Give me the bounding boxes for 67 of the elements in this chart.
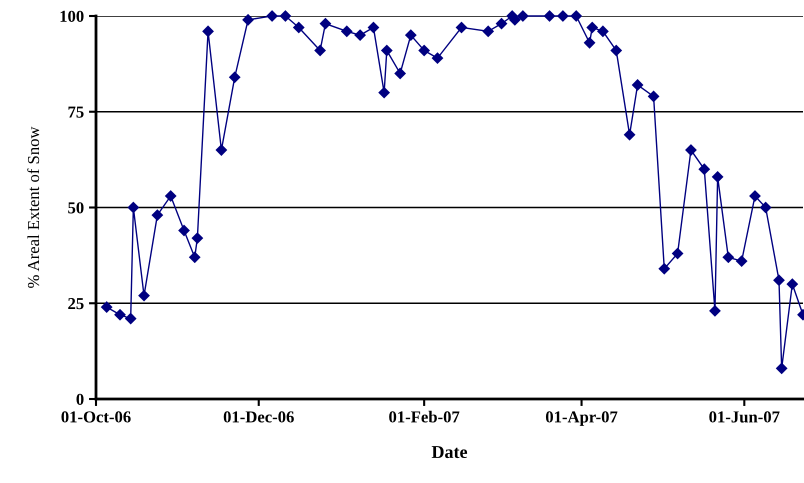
y-tick-label: 0 xyxy=(76,394,84,405)
point xyxy=(517,10,528,22)
point xyxy=(722,252,734,263)
point xyxy=(496,18,508,30)
y-tick-label: 100 xyxy=(60,10,84,22)
point xyxy=(266,10,278,22)
point xyxy=(189,252,200,263)
point xyxy=(685,144,697,156)
point xyxy=(128,202,139,214)
point xyxy=(786,278,798,290)
point xyxy=(610,44,622,56)
point xyxy=(456,22,468,34)
point xyxy=(418,44,430,56)
x-tick-label: 01-Dec-06 xyxy=(224,411,294,423)
point xyxy=(760,202,772,214)
point xyxy=(648,90,660,102)
point xyxy=(482,26,494,37)
point xyxy=(178,224,190,236)
point xyxy=(557,10,568,22)
point xyxy=(570,10,582,22)
point xyxy=(405,30,416,41)
point xyxy=(378,86,390,98)
point xyxy=(293,22,304,34)
point xyxy=(138,290,150,302)
point xyxy=(202,26,214,37)
point xyxy=(101,301,112,313)
y-tick-label: 50 xyxy=(68,202,84,214)
y-tick-label: 25 xyxy=(68,298,84,310)
point xyxy=(709,305,721,317)
point xyxy=(698,164,710,175)
x-axis-title: Date xyxy=(432,446,468,458)
point xyxy=(314,44,326,56)
point xyxy=(749,190,761,202)
point xyxy=(584,37,596,48)
point xyxy=(125,312,136,324)
point xyxy=(229,72,240,83)
point xyxy=(776,362,788,374)
x-tick-label: 01-Jun-07 xyxy=(709,411,780,423)
point xyxy=(773,274,785,286)
y-axis-title: % Areal Extent of Snow xyxy=(27,126,40,288)
point xyxy=(658,263,670,274)
point xyxy=(672,248,684,260)
y-tick-label: 75 xyxy=(68,106,84,118)
point xyxy=(192,232,203,244)
x-tick-label: 01-Feb-07 xyxy=(389,410,460,423)
point xyxy=(354,30,366,41)
point xyxy=(152,210,163,221)
point xyxy=(394,68,406,80)
point xyxy=(586,22,598,34)
point xyxy=(736,256,748,267)
point xyxy=(341,26,352,37)
point xyxy=(242,14,254,26)
point xyxy=(432,52,444,64)
point xyxy=(165,190,176,202)
point xyxy=(114,309,126,320)
x-tick-label: 01-Oct-06 xyxy=(61,411,131,423)
point xyxy=(216,144,227,156)
point xyxy=(624,129,636,140)
point xyxy=(544,10,556,22)
point xyxy=(280,10,292,22)
point xyxy=(597,26,609,37)
point xyxy=(712,171,724,182)
point xyxy=(320,18,332,30)
point xyxy=(368,22,380,34)
x-tick-label: 01-Apr-07 xyxy=(546,411,618,426)
point xyxy=(632,79,644,91)
point xyxy=(381,44,392,56)
